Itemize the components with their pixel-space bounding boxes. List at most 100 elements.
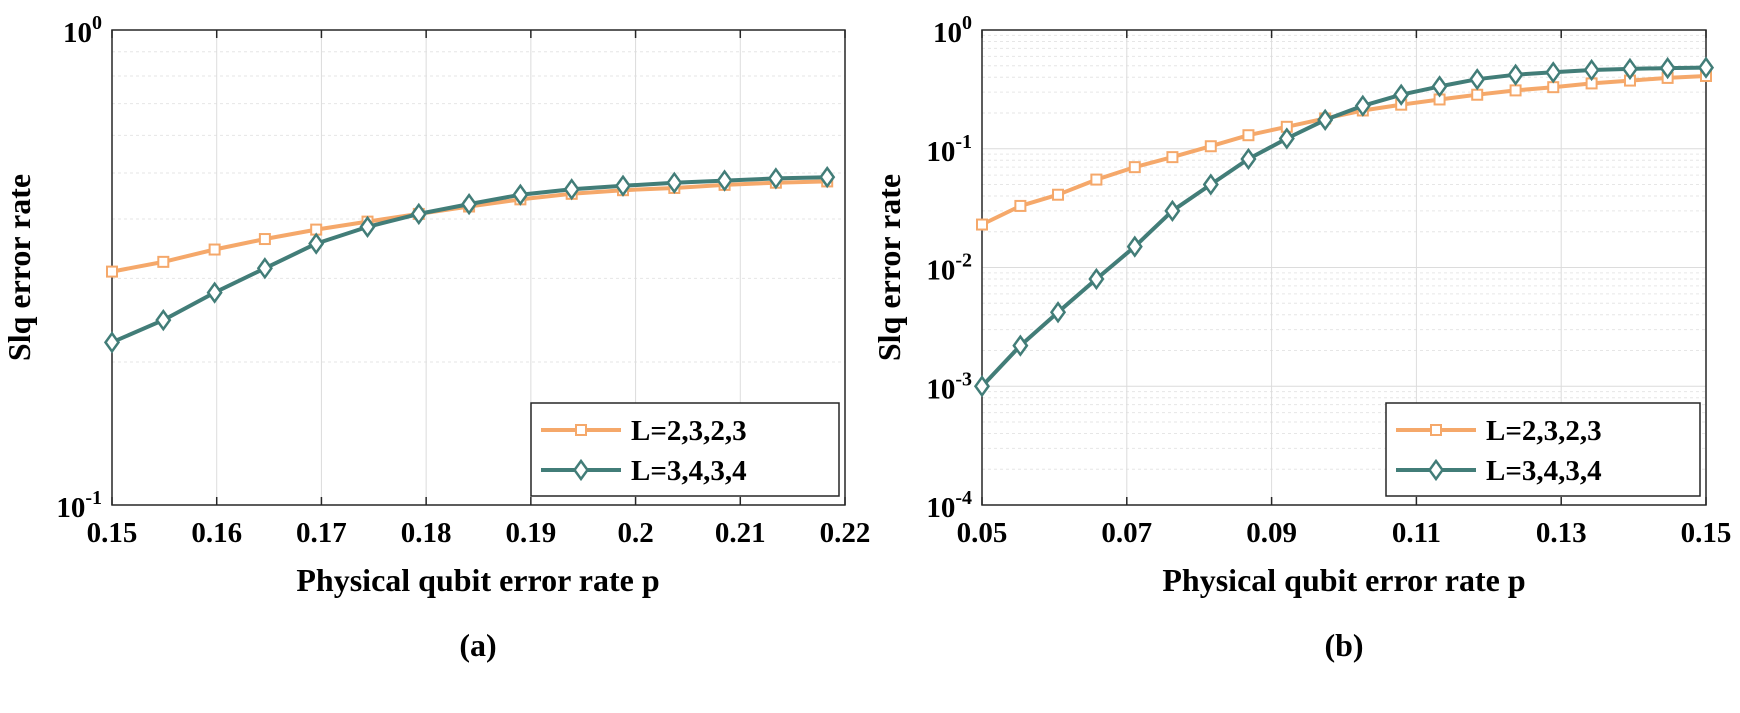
- axes-box: [981, 29, 1707, 506]
- x-tick-label: 0.22: [820, 517, 871, 549]
- legend-box: [530, 402, 840, 497]
- series-1: [103, 166, 836, 354]
- data-point: [1317, 108, 1334, 132]
- y-tick-exponent: 0: [92, 12, 102, 34]
- x-tick-label: 0.19: [505, 517, 556, 549]
- data-point: [1471, 88, 1484, 101]
- y-tick-exponent: -4: [955, 487, 972, 509]
- data-point: [666, 171, 683, 194]
- data-point: [1354, 94, 1371, 117]
- data-point: [1204, 140, 1217, 153]
- legend-label: L=2,3,2,3: [631, 415, 747, 447]
- legend-swatch-marker: [572, 458, 590, 482]
- data-point: [103, 331, 121, 354]
- x-tick-label: 0.11: [1392, 517, 1441, 549]
- x-tick-label: 0.17: [296, 517, 347, 549]
- legend-label: L=2,3,2,3: [1486, 415, 1602, 447]
- legend: L=2,3,2,3 L=3,4,3,4: [1385, 402, 1701, 497]
- legend-swatch-marker: [1427, 458, 1445, 482]
- data-point: [258, 233, 271, 246]
- data-point: [1242, 129, 1255, 142]
- y-tick-label: 10-2: [926, 250, 972, 287]
- legend-swatch-marker: [575, 424, 587, 436]
- data-point: [973, 375, 991, 398]
- data-point: [1164, 199, 1181, 222]
- x-axis-label: Physical qubit error rate p: [1162, 562, 1525, 598]
- x-tick-label: 0.15: [87, 517, 138, 549]
- data-point: [359, 215, 376, 239]
- x-tick-label: 0.13: [1536, 517, 1587, 549]
- x-tick-label: 0.16: [191, 517, 242, 549]
- data-point: [1049, 301, 1067, 324]
- data-point: [819, 166, 836, 189]
- legend: L=2,3,2,3 L=3,4,3,4: [530, 402, 840, 497]
- x-axis-label: Physical qubit error rate p: [296, 562, 659, 598]
- data-point: [157, 255, 170, 268]
- data-point: [614, 174, 632, 197]
- y-tick-base: 10: [63, 17, 92, 49]
- legend-swatch-marker: [1430, 424, 1442, 436]
- legend-label: L=3,4,3,4: [1486, 455, 1602, 487]
- data-point: [1088, 267, 1105, 291]
- data-point: [1166, 151, 1179, 164]
- x-tick-label: 0.05: [957, 517, 1008, 549]
- panel-caption: (a): [459, 627, 496, 663]
- x-tick-label: 0.21: [715, 517, 766, 549]
- y-tick-exponent: -3: [955, 368, 972, 390]
- data-point: [1126, 235, 1143, 258]
- data-point: [976, 218, 988, 231]
- data-point: [461, 192, 478, 216]
- y-tick-label: 100: [933, 12, 972, 49]
- y-axis-label: Slq error rate: [871, 174, 907, 361]
- data-point: [1621, 57, 1639, 81]
- y-tick-label: 10-3: [926, 368, 972, 405]
- y-tick-label: 10-1: [926, 131, 972, 168]
- y-tick-exponent: -1: [955, 131, 972, 153]
- data-point: [1014, 199, 1027, 212]
- data-point: [1202, 173, 1219, 196]
- chart-panel-0: 0.15 0.16 0.17 0.18 0.19 0.2 0.21 0.2210010-1Ph…: [1, 12, 870, 663]
- data-point: [1469, 68, 1486, 91]
- x-tick-label: 0.15: [1681, 517, 1732, 549]
- y-tick-exponent: -2: [955, 250, 972, 272]
- data-point: [1509, 84, 1522, 97]
- y-tick-base: 10: [926, 255, 955, 287]
- data-point: [1583, 58, 1600, 82]
- data-point: [106, 265, 118, 278]
- data-point: [155, 309, 172, 332]
- panel-caption: (b): [1324, 627, 1363, 663]
- y-tick-label: 10-4: [926, 487, 972, 524]
- data-point: [716, 169, 733, 192]
- x-tick-label: 0.18: [401, 517, 452, 549]
- chart-panel-1: 0.05 0.07 0.09 0.11 0.13 0.1510010-110-210-31…: [871, 12, 1731, 663]
- data-point: [308, 232, 325, 255]
- y-tick-base: 10: [926, 492, 955, 524]
- data-point: [256, 257, 273, 280]
- data-point: [1547, 81, 1560, 94]
- legend-label: L=3,4,3,4: [631, 455, 747, 487]
- data-point: [1128, 161, 1141, 174]
- y-axis-label: Slq error rate: [1, 174, 37, 361]
- data-point: [1545, 61, 1562, 84]
- x-tick-label: 0.09: [1246, 517, 1297, 549]
- data-point: [1507, 63, 1524, 86]
- data-point: [1278, 127, 1295, 150]
- data-point: [1697, 56, 1715, 79]
- data-point: [1052, 188, 1065, 201]
- y-tick-base: 10: [933, 17, 962, 49]
- y-tick-label: 10-1: [56, 487, 102, 524]
- data-point: [1240, 147, 1257, 171]
- x-tick-label: 0.2: [617, 517, 653, 549]
- y-tick-base: 10: [926, 136, 955, 168]
- data-point: [512, 183, 529, 206]
- y-tick-exponent: 0: [962, 12, 972, 34]
- data-point: [208, 243, 221, 256]
- data-point: [1012, 334, 1029, 357]
- y-tick-exponent: -1: [85, 487, 102, 509]
- data-point: [1393, 83, 1410, 106]
- data-point: [1431, 75, 1448, 98]
- y-tick-label: 100: [63, 12, 102, 49]
- data-point: [563, 178, 580, 201]
- series-1: [973, 56, 1715, 398]
